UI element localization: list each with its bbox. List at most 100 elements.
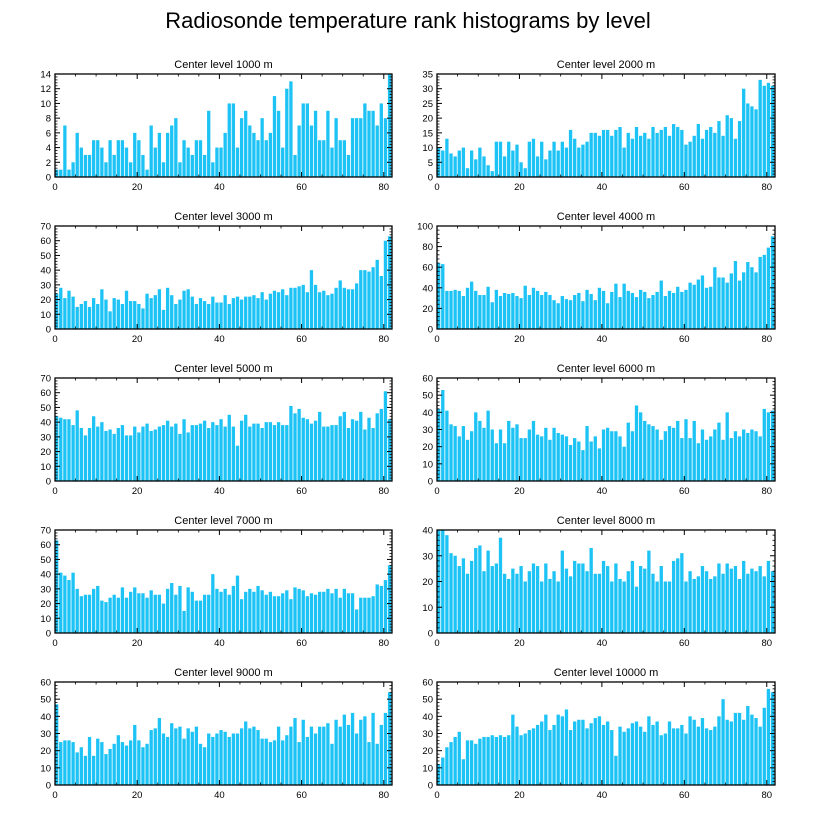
histogram-bar [684,733,688,785]
histogram-bar [713,267,717,329]
histogram-bar [157,289,162,329]
histogram-bar [161,603,166,633]
histogram-bar [614,755,618,785]
histogram-bar [355,283,359,329]
histogram-bar [482,295,486,329]
histogram-bar [634,297,639,329]
y-tick-label: 10 [422,459,433,470]
x-tick-label: 20 [132,334,143,345]
histogram-bar [87,594,92,633]
histogram-bar [626,422,630,481]
histogram-bar [573,721,577,785]
histogram-bar [527,730,531,785]
histogram-bar [161,162,166,177]
histogram-bar [445,747,449,785]
histogram-bar [256,140,260,177]
histogram-bar [297,588,301,633]
histogram-bar [55,704,59,785]
histogram-bar [71,572,75,633]
histogram-bar [647,424,651,481]
histogram-bar [248,588,252,633]
histogram-bar [523,438,527,481]
histogram-bar [338,140,342,177]
histogram-bar [647,716,651,785]
histogram-bar [244,296,248,329]
histogram-bar [301,284,305,329]
histogram-bar [293,287,297,329]
histogram-bar [573,138,577,177]
histogram-bar [688,141,692,177]
histogram-bar [585,728,589,785]
histogram-bar [355,609,359,633]
histogram-bar [577,441,581,481]
histogram-bar [610,135,614,177]
histogram-bar [63,298,67,329]
histogram-panel: Center level 7000 m 0 10 20 30 40 50 60 70 0 20 40 6… [40,515,393,649]
x-tick-label: 0 [434,334,439,345]
histogram-bar [202,594,207,633]
histogram-bar [630,431,635,481]
histogram-bar [507,420,511,481]
histogram-bar [696,279,700,329]
histogram-bar [186,728,190,785]
figure-title: Radiosonde temperature rank histograms b… [165,8,651,33]
histogram-bar [153,728,157,785]
histogram-bar [133,132,137,177]
histogram-panel: Center level 3000 m 0 10 20 30 40 50 60 70 0 20 40 6… [40,211,393,345]
histogram-bar [622,731,626,785]
histogram-bar [248,426,252,481]
histogram-bar [704,439,709,481]
histogram-bar [231,733,236,785]
y-tick-label: 30 [422,84,433,95]
histogram-bar [297,286,301,329]
histogram-bar [338,416,342,481]
histogram-bar [750,106,754,177]
histogram-bar [634,405,639,481]
histogram-bar [264,594,268,633]
histogram-bar [548,578,552,633]
histogram-bar [223,426,227,481]
histogram-bar [742,719,746,785]
x-tick-label: 0 [434,486,439,497]
plot-frame [54,529,393,634]
histogram-bar [379,276,383,329]
histogram-bar [157,132,162,177]
histogram-bar [577,147,581,177]
histogram-bar [721,573,725,633]
histogram-bar [564,147,569,177]
y-tick-label: 30 [422,551,433,562]
histogram-bar [535,434,540,481]
x-tick-label: 0 [52,334,57,345]
histogram-bar [540,295,544,329]
histogram-bar [610,730,614,785]
histogram-bar [231,426,236,481]
histogram-bar [371,267,375,329]
histogram-bar [597,135,602,177]
y-tick-label: 60 [40,540,51,551]
histogram-bar [601,129,606,177]
histogram-bar [478,545,482,633]
histogram-bar [252,295,256,329]
x-tick-label: 60 [679,334,690,345]
histogram-bar [313,110,318,177]
panel-title: Center level 6000 m [557,363,655,375]
histogram-bar [211,162,215,177]
histogram-bar [301,103,305,177]
histogram-bar [120,140,125,177]
histogram-bar [128,301,133,329]
histogram-bar [141,426,145,481]
histogram-bar [281,425,285,481]
histogram-bar [770,410,775,481]
histogram-bar [87,154,92,177]
histogram-bar [297,742,301,785]
histogram-bar [713,429,717,481]
histogram-bar [671,560,676,633]
y-tick-label: 40 [40,712,51,723]
histogram-bar [494,289,499,329]
histogram-bar [540,581,544,633]
histogram-bar [766,247,771,329]
histogram-bar [626,571,630,633]
histogram-bar [285,295,289,329]
histogram-bar [445,410,449,481]
histogram-bar [511,150,515,177]
